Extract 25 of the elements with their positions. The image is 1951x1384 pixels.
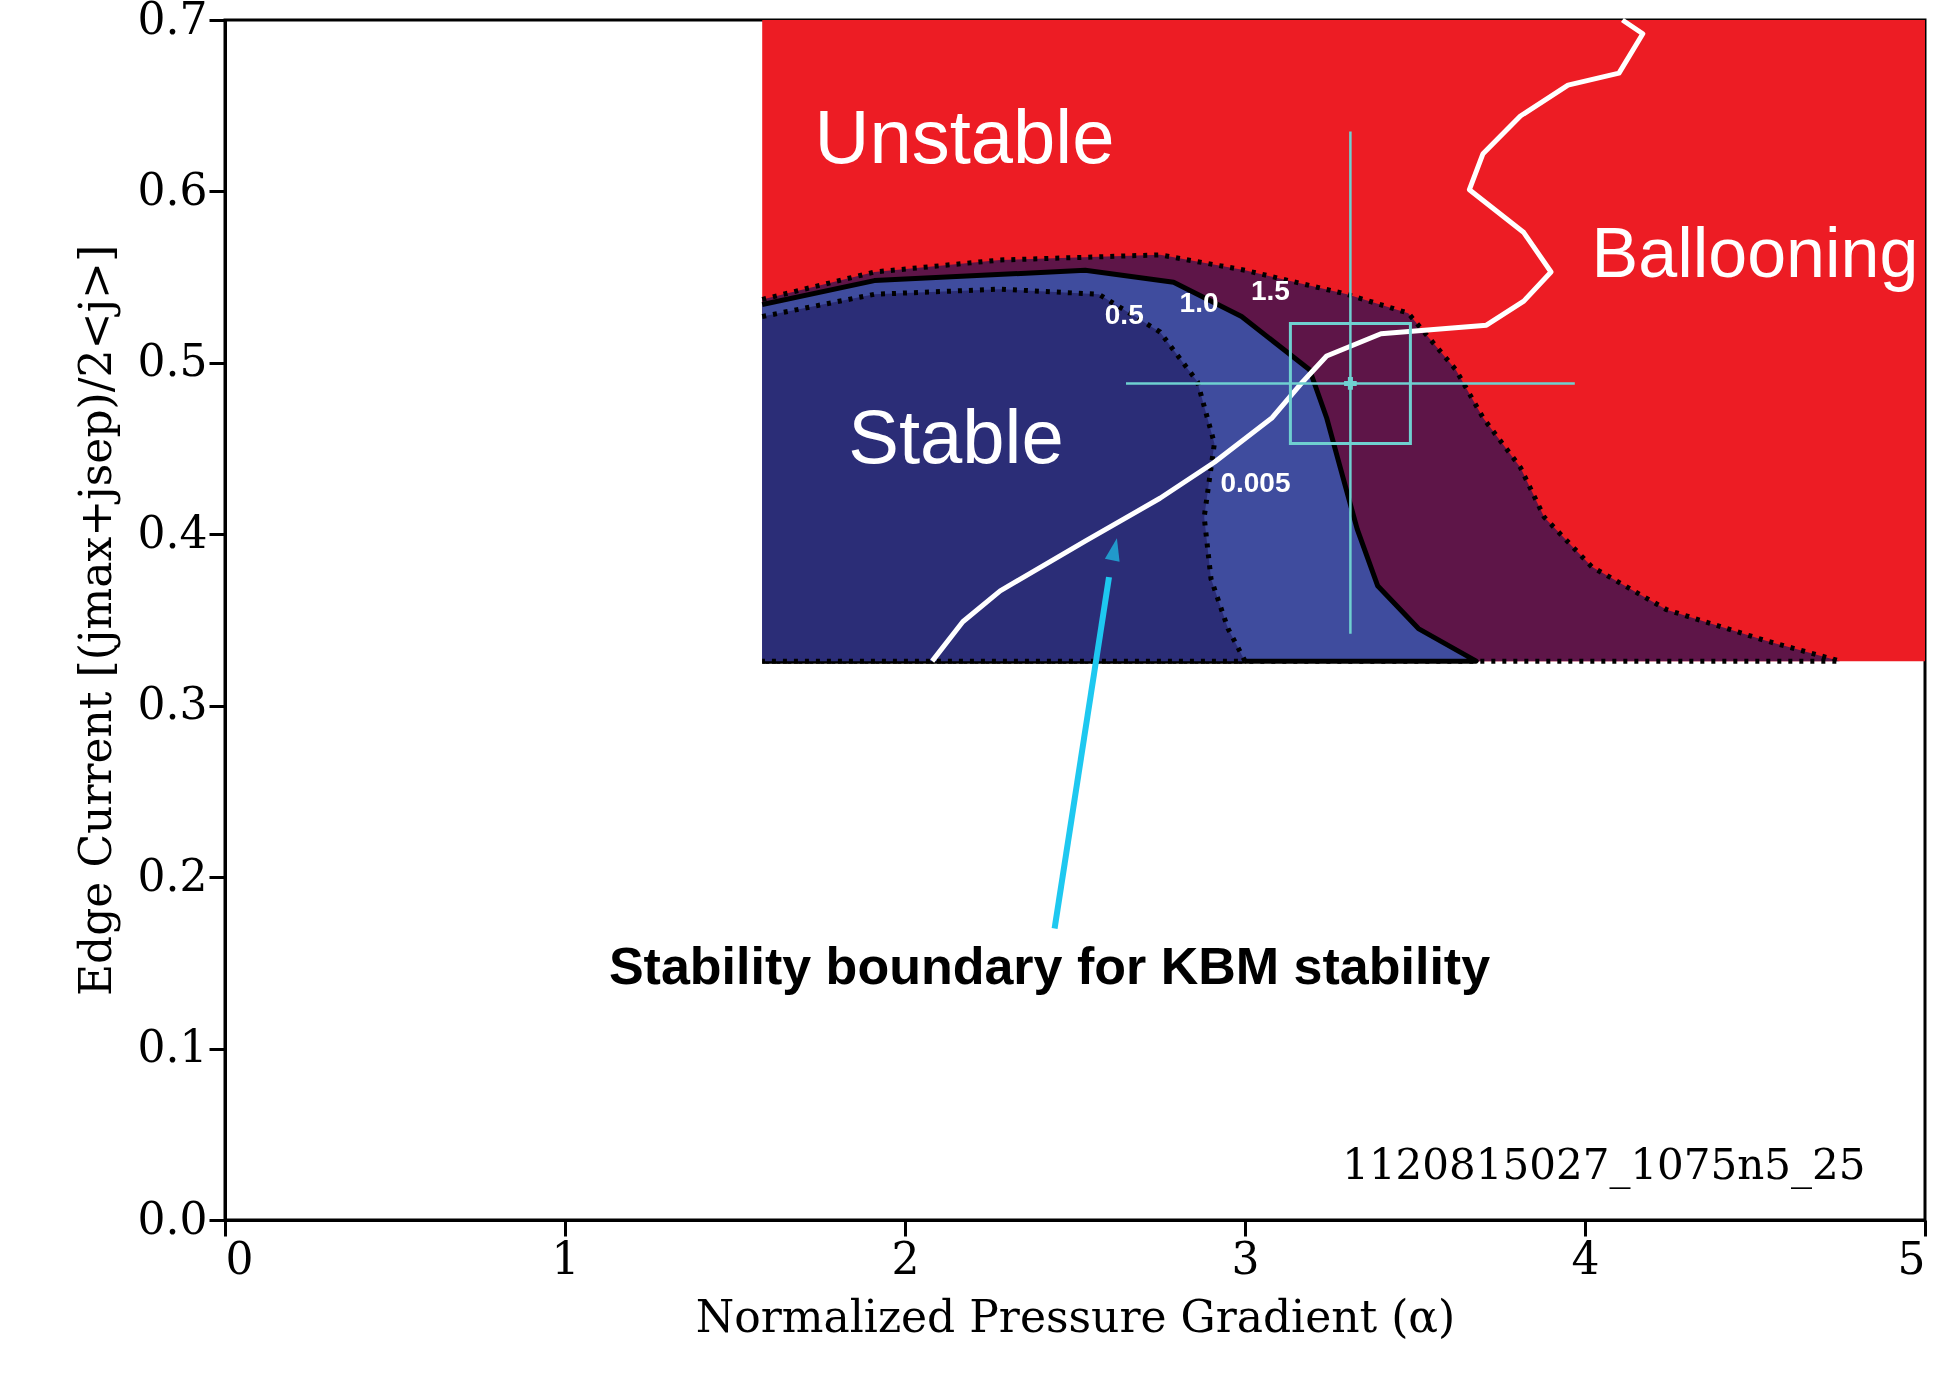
y-axis-title: Edge Current [(jmax+jsep)/2<j>]	[69, 244, 121, 997]
series-label: 0.5	[1104, 299, 1144, 331]
y-tick-label: 0.5	[137, 335, 208, 387]
x-tick-label: 4	[1571, 1232, 1600, 1284]
y-tick-label: 0.7	[137, 0, 208, 44]
series-label: 1.0	[1179, 287, 1219, 319]
x-tick-label: 3	[1231, 1232, 1260, 1284]
y-tick-label: 0.0	[137, 1192, 208, 1244]
y-tick-label: 0.1	[137, 1021, 208, 1073]
y-tick-label: 0.6	[137, 163, 208, 215]
x-tick-label: 5	[1897, 1232, 1926, 1284]
annotation: Stability boundary for KBM stability	[608, 937, 1491, 995]
x-tick-label: 2	[891, 1232, 920, 1284]
series-label: 1.5	[1251, 275, 1290, 307]
annotation: Stable	[848, 394, 1064, 479]
y-tick-label: 0.3	[137, 678, 208, 730]
x-axis-title: Normalized Pressure Gradient (α)	[695, 1290, 1456, 1342]
x-tick-label: 0	[225, 1232, 254, 1284]
annotation: 1120815027_1075n5_25	[1342, 1140, 1866, 1189]
annotation: Unstable	[814, 94, 1115, 179]
y-tick-label: 0.2	[137, 849, 208, 901]
annotation: Ballooning	[1591, 214, 1919, 293]
y-tick-label: 0.4	[137, 506, 208, 558]
x-tick-label: 1	[551, 1232, 580, 1284]
series-label: 0.005	[1220, 467, 1291, 499]
